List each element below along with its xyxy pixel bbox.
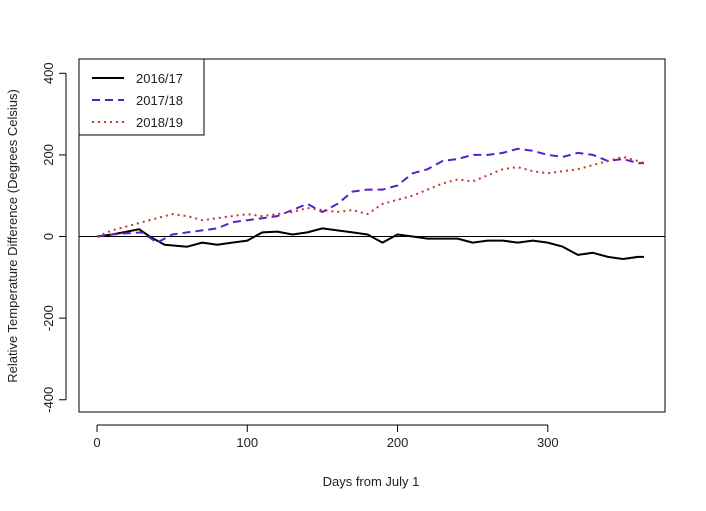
y-tick-label: 200 [41,144,56,166]
y-tick-label: -400 [41,387,56,413]
y-tick-label: -200 [41,305,56,331]
y-axis-label: Relative Temperature Difference (Degrees… [5,89,20,383]
x-tick-label: 100 [236,435,258,450]
x-tick-label: 200 [387,435,409,450]
series-lines [96,147,645,260]
legend-label: 2017/18 [136,93,183,108]
legend-label: 2018/19 [136,115,183,130]
series-line-2018-19 [96,155,645,238]
x-tick-label: 0 [93,435,100,450]
plot-frame [78,58,666,413]
legend-box [78,58,205,136]
legend: 2016/17 2017/18 2018/19 [78,58,205,136]
series-line-2016-17 [96,227,644,260]
plot-border [78,58,666,413]
x-axis-label: Days from July 1 [323,474,420,489]
y-axis: -400 -200 0 200 400 [41,62,67,413]
legend-label: 2016/17 [136,71,183,86]
x-axis: 0 100 200 300 [93,424,559,450]
y-tick-label: 400 [41,62,56,84]
series-line-2017-18 [96,147,644,244]
y-tick-label: 0 [41,233,56,240]
x-tick-label: 300 [537,435,559,450]
